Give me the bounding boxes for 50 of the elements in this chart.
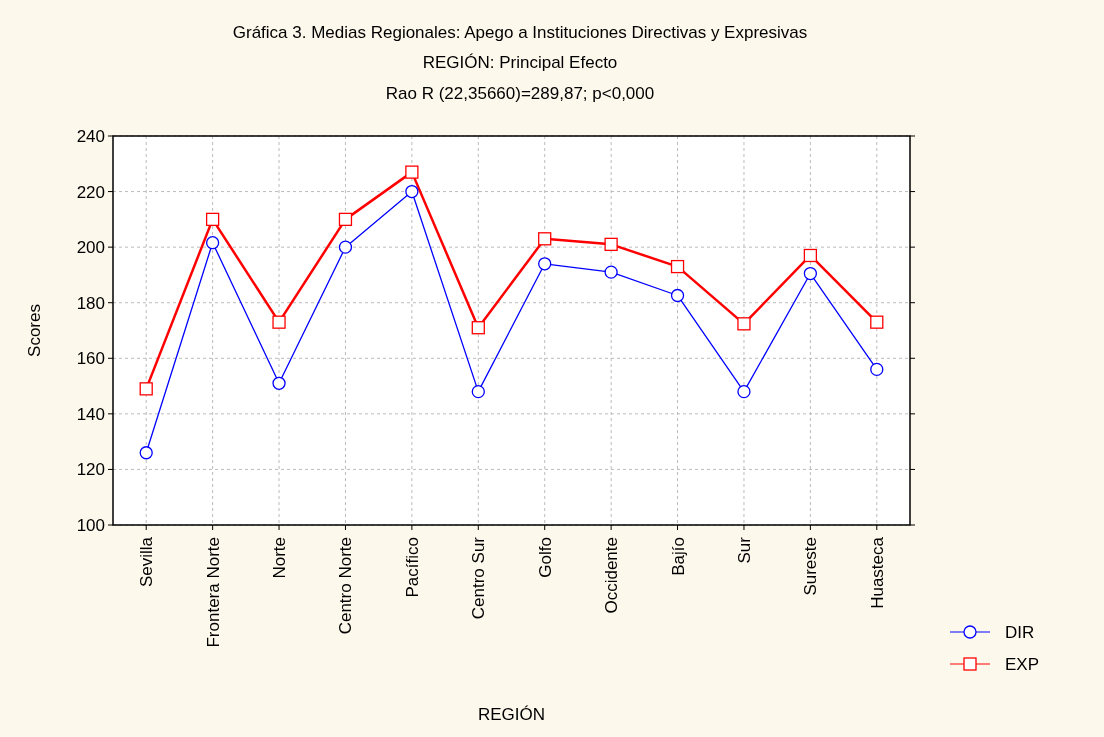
point bbox=[205, 212, 220, 227]
point bbox=[405, 184, 419, 199]
point bbox=[471, 321, 485, 335]
x-tick-label: Frontera Norte bbox=[203, 537, 223, 648]
y-tick-label: 180 bbox=[76, 293, 105, 313]
x-tick-label: Sureste bbox=[801, 537, 821, 596]
point bbox=[139, 446, 153, 460]
point bbox=[139, 382, 153, 396]
point bbox=[405, 165, 419, 179]
point bbox=[870, 315, 884, 329]
y-axis-title: Scores bbox=[25, 304, 44, 357]
x-tick-label: Centro Norte bbox=[336, 537, 356, 635]
legend-label: EXP bbox=[1005, 654, 1040, 674]
x-tick-label: Sevilla bbox=[137, 536, 157, 588]
x-tick-label: Sur bbox=[734, 536, 754, 564]
x-tick-label: Huasteca bbox=[867, 536, 887, 609]
legend-label: DIR bbox=[1005, 622, 1035, 642]
y-tick-label: 160 bbox=[76, 349, 105, 369]
point bbox=[471, 384, 485, 399]
point bbox=[670, 259, 685, 274]
chart-subtitle: REGIÓN: Principal Efecto Rao R (22,35660)=289,87; p<0,000 bbox=[385, 53, 655, 103]
x-tick-label: Bajío bbox=[668, 537, 688, 576]
y-tick-label: 140 bbox=[76, 404, 105, 424]
y-tick-label: 120 bbox=[76, 460, 105, 480]
point bbox=[803, 248, 818, 263]
point bbox=[205, 236, 220, 250]
point bbox=[670, 288, 685, 303]
point bbox=[272, 315, 286, 329]
x-tick-label: Centro Sur bbox=[469, 536, 489, 620]
x-tick-label: Pacífico bbox=[402, 537, 422, 598]
point bbox=[604, 237, 618, 252]
point bbox=[870, 362, 884, 377]
x-tick-label: Norte bbox=[270, 537, 290, 579]
x-tick-label: Occidente bbox=[602, 537, 622, 614]
point bbox=[538, 232, 552, 246]
point bbox=[604, 265, 618, 279]
y-tick-label: 100 bbox=[76, 515, 105, 535]
point bbox=[338, 240, 353, 254]
point bbox=[803, 266, 818, 281]
point bbox=[737, 384, 751, 399]
y-tick-label: 200 bbox=[76, 238, 105, 258]
point bbox=[272, 376, 286, 390]
point bbox=[737, 317, 751, 331]
point bbox=[538, 257, 552, 271]
y-tick-label: 220 bbox=[76, 182, 105, 202]
x-tick-label: Golfo bbox=[535, 537, 555, 578]
chart-title: Gráfica 3. Medias Regionales: Apego a Instituciones Directivas y Expresivas bbox=[232, 23, 808, 42]
x-axis-title: REGIÓN bbox=[477, 705, 546, 724]
y-tick-label: 240 bbox=[76, 126, 105, 146]
point bbox=[338, 212, 353, 227]
